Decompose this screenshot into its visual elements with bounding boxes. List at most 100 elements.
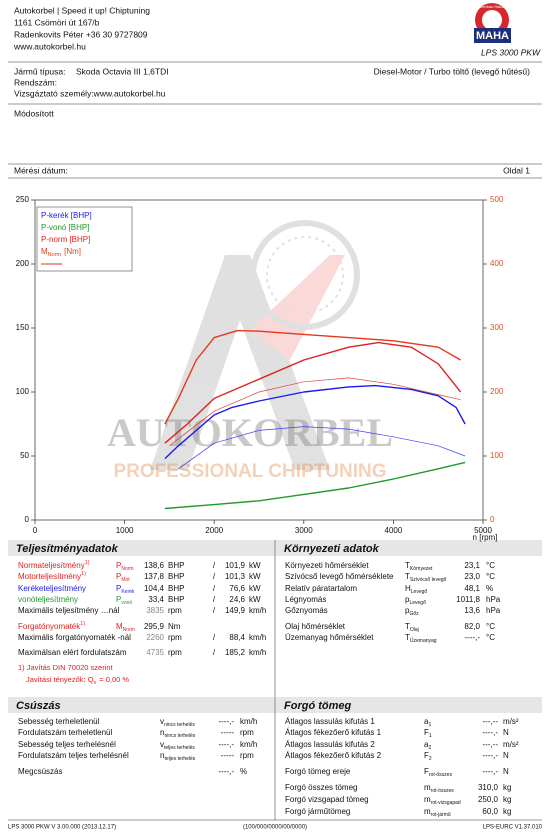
y-tick-label: 50: [20, 451, 29, 460]
row-value: ----,-: [218, 717, 234, 726]
row-label: Forgó tömeg ereje: [285, 767, 351, 776]
series-line: [178, 426, 466, 470]
legend-entry: P-vonó [BHP]: [41, 223, 89, 232]
row-label: Légnyomás: [285, 595, 326, 604]
y-tick-label: 0: [25, 515, 30, 524]
row-value: 310,0: [478, 783, 499, 792]
row-symbol: m: [424, 783, 431, 792]
row-symbol: a2: [424, 740, 431, 751]
row-label: vonóteljesítmény: [18, 595, 78, 604]
x-tick-label: 4000: [385, 526, 403, 535]
row-label: Átlagos fékezőerő kifutás 1: [285, 728, 382, 737]
row-separator: /: [213, 648, 216, 657]
row-label: Sebesség teljes terhelésnél: [18, 740, 116, 749]
row-value: 101,3: [225, 572, 246, 581]
row-unit: rpm: [168, 648, 182, 657]
row-symbol: mrot-vizsgapad: [424, 795, 461, 806]
row-label: Olaj hőmérséklet: [285, 622, 346, 631]
row-symbol: mrot-összes: [424, 783, 454, 794]
y2-tick-label: 200: [490, 387, 504, 396]
row-symbol: PMot: [116, 572, 130, 583]
row-unit: kW: [249, 572, 261, 581]
logo-core: [482, 10, 502, 30]
row-label: Szívócső levegő hőmérséklete: [285, 572, 394, 581]
row-symbol: v: [160, 740, 164, 749]
row-label: Sebesség terheletlenül: [18, 717, 100, 726]
row-value: 13,6: [464, 606, 480, 615]
y-tick-label: 150: [16, 323, 30, 332]
y2-tick-label: 300: [490, 323, 504, 332]
row-label: Megcsúszás: [18, 767, 62, 776]
row-label: Környezeti hőmérséklet: [285, 561, 369, 570]
series-line: [169, 377, 461, 447]
row-symbol: PKerék: [116, 584, 135, 595]
row-symbol: vteljes terhelés: [160, 740, 195, 751]
row-unit: BHP: [168, 561, 184, 570]
row-symbol: mrot-jármű: [424, 807, 451, 818]
legend-name: M: [41, 247, 48, 256]
row-label: Motorteljesítmény: [18, 572, 81, 581]
legend-name: P-kerék [BHP]: [41, 211, 92, 220]
row-label: Forgó vizsgapad tömeg: [285, 795, 369, 804]
series-line: [164, 384, 466, 460]
series-line: [164, 341, 462, 444]
row-subscript: teljes terhelés: [164, 745, 195, 751]
row-subscript: Mot: [121, 577, 130, 583]
row-symbol: TSzívócső levegő: [405, 572, 447, 583]
row-value: 48,1: [464, 584, 480, 593]
row-symbol: nnincs terhelés: [160, 728, 196, 739]
row-subscript: Norm: [121, 566, 133, 572]
row-separator: /: [213, 572, 216, 581]
row-label: Forgó tömeg ereje: [285, 767, 351, 776]
row-separator: /: [213, 584, 216, 593]
row-symbol: T: [405, 572, 410, 581]
row-subscript: rot-vizsgapad: [431, 800, 461, 806]
row-unit: N: [503, 751, 509, 760]
product-name: LPS 3000 PKW: [481, 47, 541, 57]
row-label: Átlagos fékezőerő kifutás 1: [285, 728, 382, 737]
row-value: -----: [221, 728, 235, 737]
row-symbol: F: [424, 767, 429, 776]
legend-entry: P-kerék [BHP]: [41, 211, 92, 220]
row-label: Átlagos lassulás kifutás 1: [285, 717, 375, 726]
row-label: Gőznyomás: [285, 606, 328, 615]
row-subscript: Környezet: [410, 566, 433, 572]
row-symbol: F: [424, 751, 429, 760]
row-value: 76,6: [229, 584, 245, 593]
field-value: Skoda Octavia III 1,6TDI: [76, 66, 169, 76]
row-label: Fordulatszám teljes terhelésnél: [18, 751, 129, 760]
row-symbol: m: [424, 795, 431, 804]
row-symbol: TKörnyezet: [405, 561, 433, 572]
row-unit: rpm: [168, 633, 182, 642]
row-label: Forgó összes tömeg: [285, 783, 357, 792]
correction-rest: = 0,00 %: [99, 675, 129, 684]
row-label: Fordulatszám terheletlenül: [18, 728, 112, 737]
row-value: -----: [221, 751, 235, 760]
x-tick-label: 0: [33, 526, 38, 535]
row-symbol: M: [116, 622, 123, 631]
row-label: Normateljesítmény: [18, 561, 85, 570]
row-label: Átlagos lassulás kifutás 1: [285, 717, 375, 726]
legend-sub: Norm: [48, 252, 62, 258]
row-label: Maximálsan elért fordulatszám: [18, 648, 127, 657]
y2-tick-label: 400: [490, 259, 504, 268]
row-subscript: Gőz: [409, 611, 419, 617]
row-symbol: F1: [424, 728, 432, 739]
row-label: Átlagos lassulás kifutás 2: [285, 740, 375, 749]
field-label: Jármű típusa:: [14, 66, 66, 76]
section-title: Csúszás: [16, 700, 61, 712]
row-symbol: Pvonó: [116, 595, 132, 606]
row-subscript: nincs terhelés: [164, 733, 195, 739]
row-value: ----,-: [482, 767, 498, 776]
row-value: 33,4: [148, 595, 164, 604]
row-value: 3835: [146, 606, 164, 615]
row-value: 250,0: [478, 795, 499, 804]
row-unit: km/h: [240, 717, 257, 726]
row-symbol: p: [405, 595, 410, 604]
row-unit: kg: [503, 795, 511, 804]
row-value: 137,8: [144, 572, 165, 581]
page-number: Oldal 1: [503, 165, 530, 175]
row-subscript: Kerék: [121, 589, 135, 595]
row-value: 82,0: [464, 622, 480, 631]
x-axis-label: n [rpm]: [473, 533, 498, 542]
